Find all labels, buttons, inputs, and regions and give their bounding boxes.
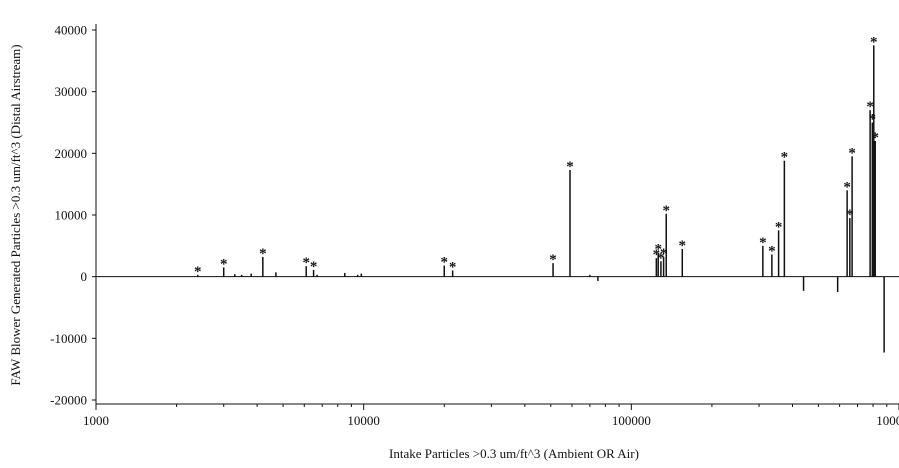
data-marker-asterisk: *: [660, 246, 668, 262]
data-marker-asterisk: *: [781, 150, 789, 166]
x-tick-label: 10000: [347, 413, 380, 428]
data-marker-asterisk: *: [866, 99, 874, 115]
data-marker-asterisk: *: [440, 255, 448, 271]
data-marker-asterisk: *: [654, 242, 662, 258]
y-tick-label: -10000: [50, 331, 87, 346]
y-tick-label: -20000: [50, 393, 87, 408]
data-marker-asterisk: *: [870, 34, 878, 50]
plot-area: -20000 -10000 0 10000 20000 30000 40000 1000 100…: [50, 23, 899, 428]
y-tick-label: 10000: [55, 208, 88, 223]
data-marker-asterisk: *: [848, 145, 856, 161]
data-marker-asterisk: *: [220, 256, 228, 272]
data-marker-asterisk: *: [302, 255, 310, 271]
x-tick-label: 1000: [83, 413, 109, 428]
y-tick-label: 0: [81, 269, 88, 284]
data-marker-asterisk: *: [657, 250, 665, 266]
y-tick-label: 40000: [55, 23, 88, 38]
data-marker-asterisk: *: [449, 260, 457, 276]
x-tick-label: 1000000: [876, 413, 899, 428]
data-marker-asterisk: *: [259, 246, 267, 262]
x-axis-title: Intake Particles >0.3 um/ft^3 (Ambient O…: [389, 446, 639, 461]
data-marker-asterisk: *: [843, 179, 851, 195]
data-marker-asterisk: *: [662, 203, 670, 219]
data-marker-asterisk: *: [869, 112, 877, 128]
data-marker-asterisk: *: [846, 207, 854, 223]
data-marker-asterisk: *: [768, 243, 776, 259]
y-tick-label: 20000: [55, 146, 88, 161]
data-marker-asterisk: *: [653, 247, 661, 263]
data-marker-asterisk: *: [566, 159, 574, 175]
data-marker-asterisk: *: [549, 252, 557, 268]
data-marker-asterisk: *: [775, 219, 783, 235]
data-marker-asterisk: *: [194, 264, 202, 280]
data-marker-asterisk: *: [310, 259, 318, 275]
data-marker-asterisk: *: [679, 238, 687, 254]
data-marker-asterisk: *: [759, 235, 767, 251]
x-tick-label: 100000: [612, 413, 651, 428]
y-axis-title: FAW Blower Generated Particles >0.3 um/f…: [8, 44, 23, 385]
data-marker-asterisk: *: [871, 130, 879, 146]
y-tick-label: 30000: [55, 84, 88, 99]
